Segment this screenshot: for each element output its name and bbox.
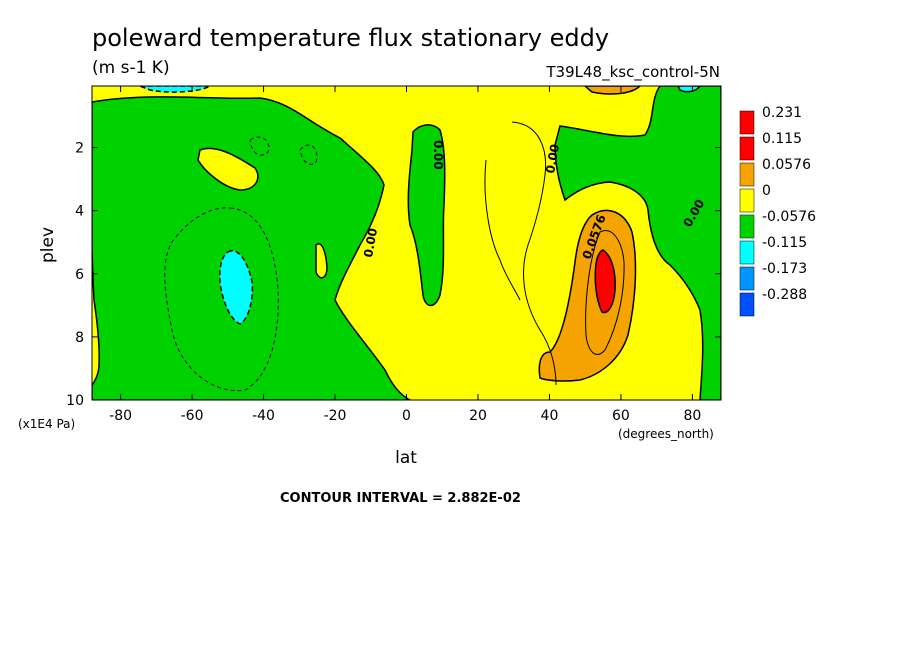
y-tick-label: 8: [75, 330, 84, 346]
x-tick-label: -20: [324, 408, 347, 424]
chart-title: poleward temperature flux stationary edd…: [92, 24, 609, 52]
colorbar-label: -0.0576: [762, 209, 816, 225]
colorbar-label: 0.0576: [762, 157, 811, 173]
colorbar-label: 0.115: [762, 131, 802, 147]
y-tick-label: 6: [75, 267, 84, 283]
contour-dashed-2: [249, 136, 270, 156]
colorbar-swatch: [739, 136, 755, 161]
y-tick-label: 4: [75, 204, 84, 220]
units-label: (m s-1 K): [92, 58, 170, 78]
contour-dashed-1: [164, 207, 279, 392]
colorbar-label: -0.173: [762, 261, 807, 277]
region-negative-south: [92, 96, 411, 400]
y-tick-label: 2: [75, 141, 84, 157]
x-axis: -80 -60 -40 -20 0 20 40 60 80: [109, 86, 701, 424]
colorbar-label: -0.288: [762, 287, 807, 303]
x-unit-label: (degrees_north): [618, 427, 714, 441]
contour-label-2: 0.00: [543, 143, 562, 175]
colorbar-swatch: [739, 292, 755, 317]
y-axis-title: plev: [38, 227, 58, 263]
x-tick-label: 40: [541, 408, 559, 424]
colorbar: 0.231 0.115 0.0576 0 -0.0576 -0.115 -0.173 -0.2…: [739, 105, 816, 317]
colorbar-swatch: [739, 188, 755, 213]
y-tick-label: 10: [66, 393, 84, 409]
region-negative-north: [554, 86, 721, 400]
colorbar-swatch: [739, 266, 755, 291]
pocket-positive-2: [315, 243, 328, 279]
run-label: T39L48_ksc_control-5N: [545, 63, 720, 82]
y-unit-label: (x1E4 Pa): [18, 417, 75, 431]
contour-label-1: 0.00: [431, 140, 445, 170]
x-tick-label: 20: [469, 408, 487, 424]
x-tick-label: -40: [252, 408, 275, 424]
x-tick-label: 0: [402, 408, 411, 424]
x-tick-label: -60: [181, 408, 204, 424]
colorbar-swatch: [739, 240, 755, 265]
contour-thin-1: [484, 121, 557, 386]
x-tick-label: -80: [109, 408, 132, 424]
contour-interval: CONTOUR INTERVAL = 2.882E-02: [280, 491, 521, 506]
colorbar-swatch: [739, 214, 755, 239]
colorbar-swatch: [739, 162, 755, 187]
contour-field: 0.00 0.00 0.00 0.0576 0.00: [92, 86, 721, 400]
region-positive-max: [594, 249, 616, 314]
colorbar-label: 0.231: [762, 105, 802, 121]
region-positive-mid: [538, 209, 637, 382]
colorbar-label: 0: [762, 183, 771, 199]
colorbar-label: -0.115: [762, 235, 807, 251]
x-tick-label: 80: [683, 408, 701, 424]
contour-dashed-3: [299, 144, 318, 165]
y-axis: 2 4 6 8 10: [66, 141, 721, 409]
colorbar-swatch: [739, 110, 755, 135]
pocket-positive-1: [197, 147, 259, 191]
contour-label-0: 0.00: [361, 227, 380, 259]
region-negative-min: [219, 250, 254, 325]
x-axis-title: lat: [395, 448, 417, 468]
region-negative-equator: [407, 124, 446, 307]
x-tick-label: 60: [612, 408, 630, 424]
contour-inner-orange: [585, 230, 625, 355]
